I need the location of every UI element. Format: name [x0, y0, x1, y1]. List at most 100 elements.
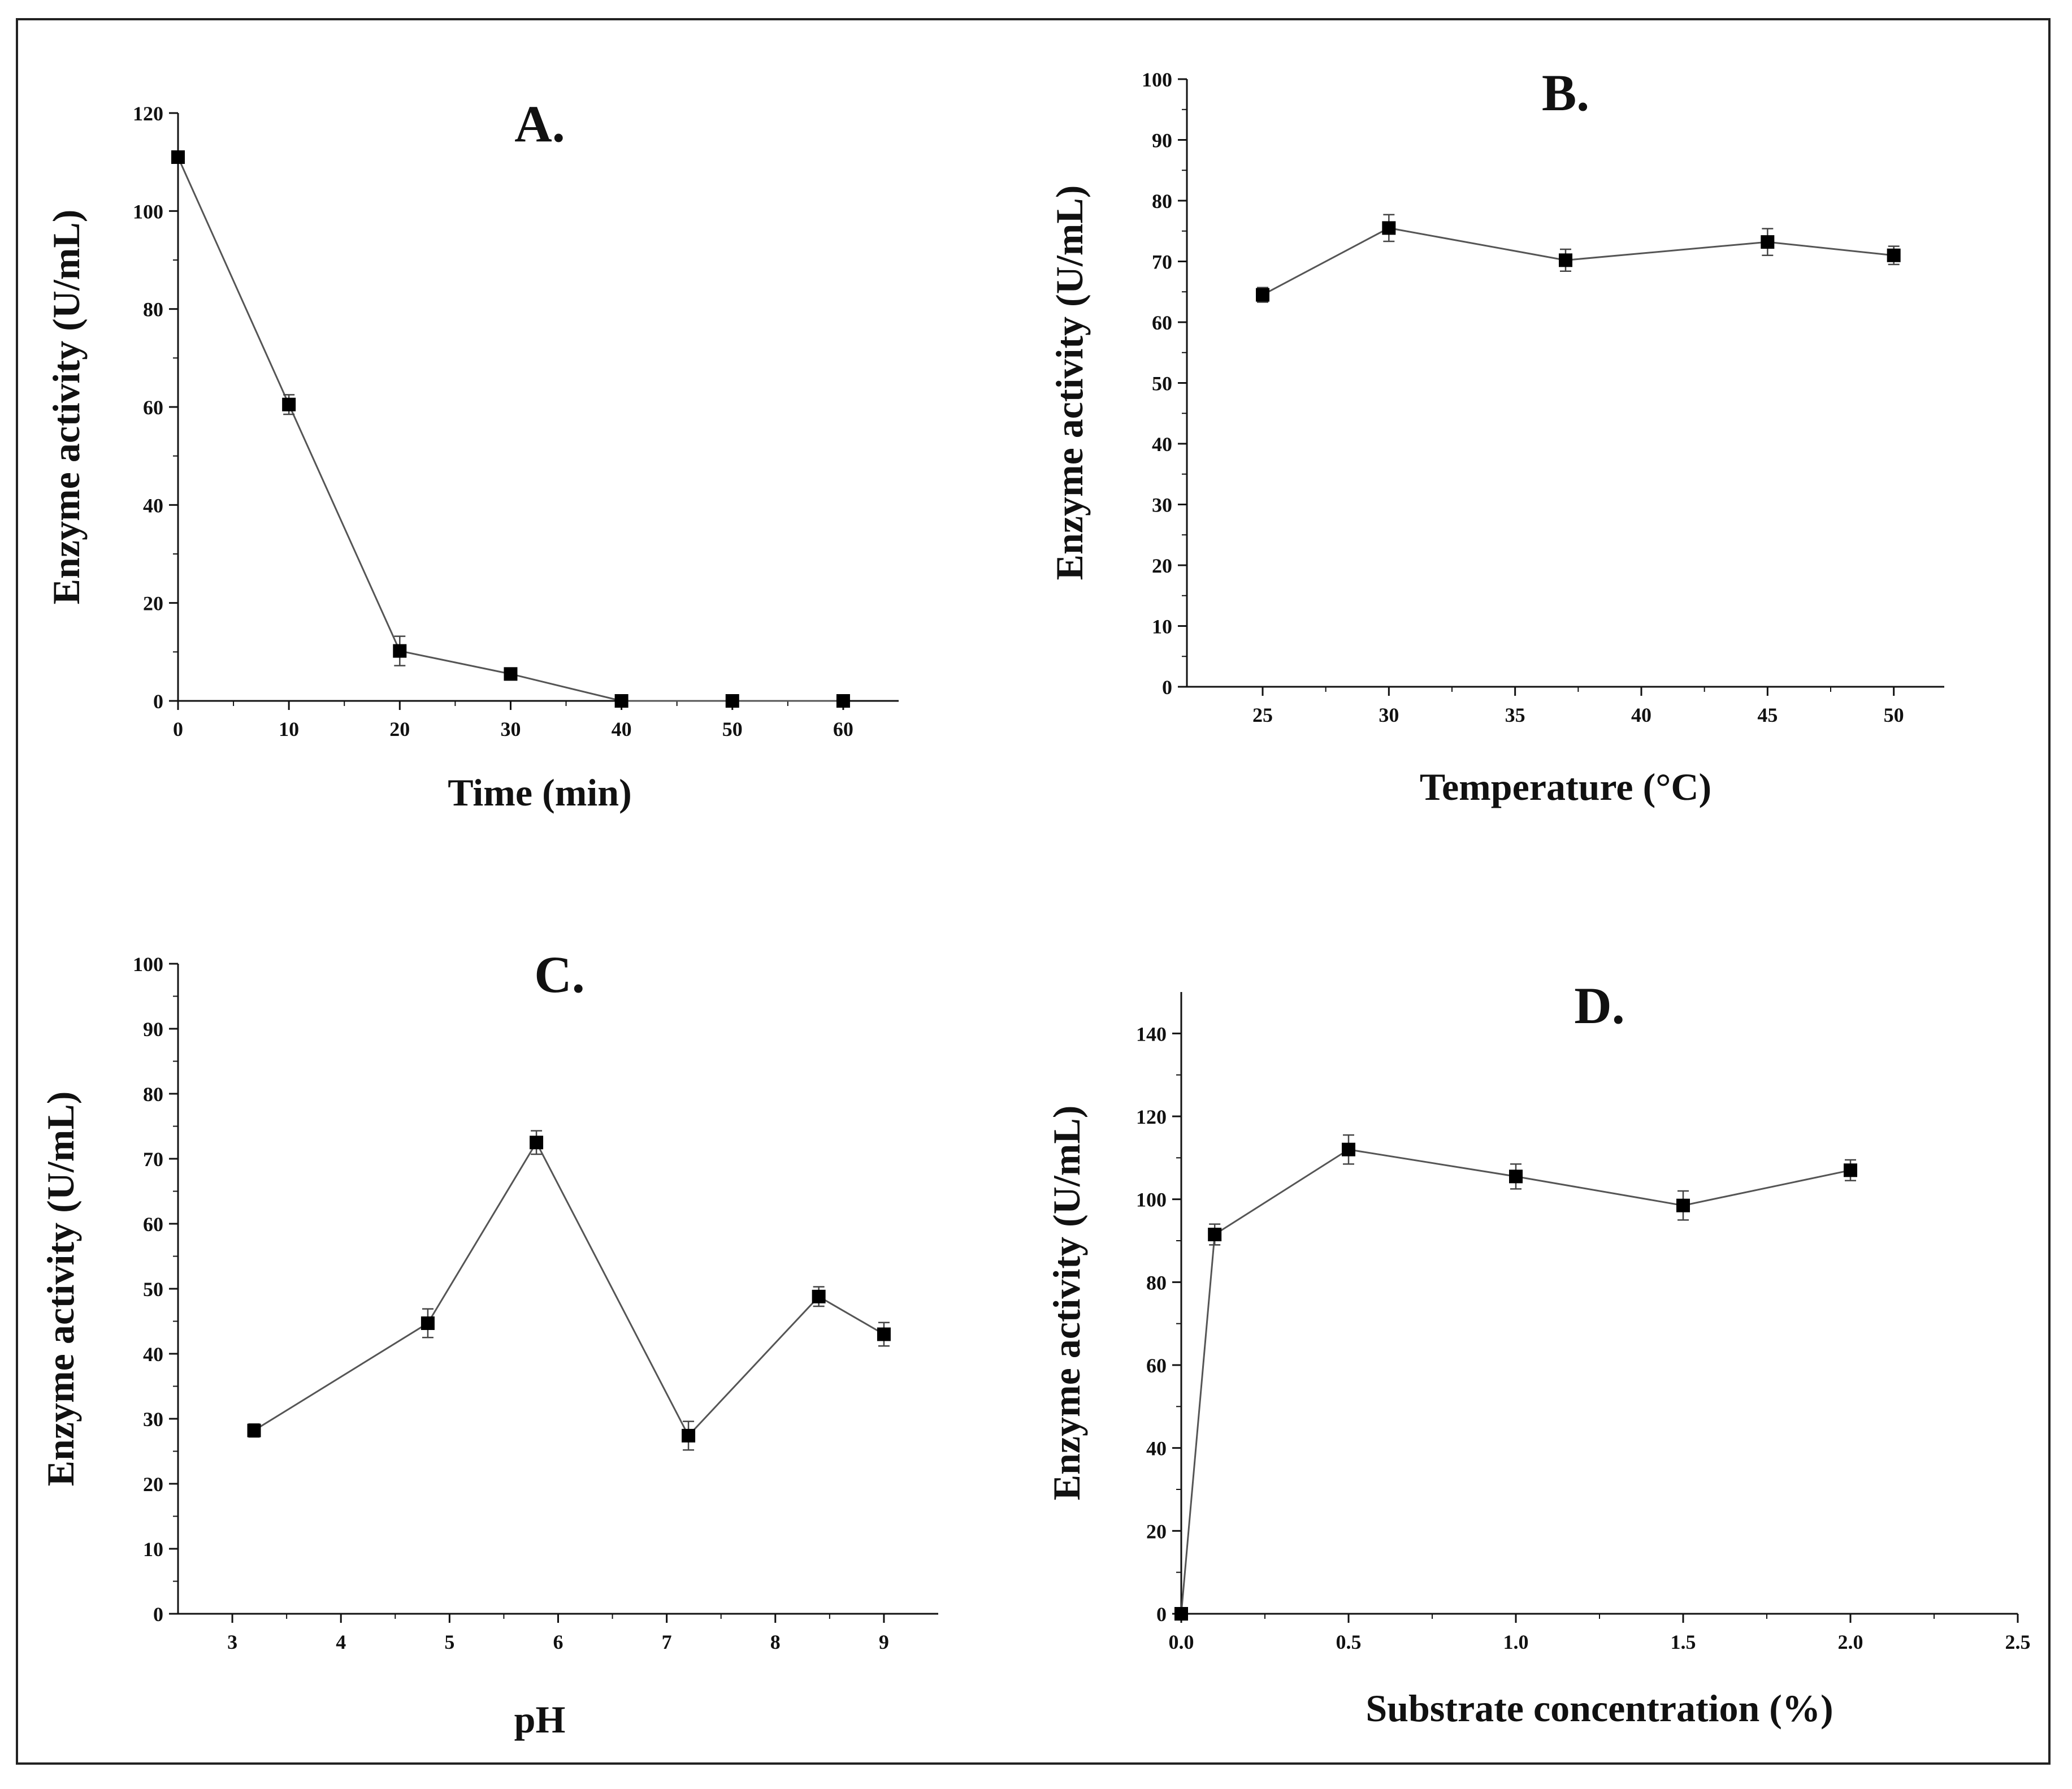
- data-point: [1509, 1169, 1523, 1184]
- y-tick-label: 80: [1146, 1271, 1167, 1294]
- y-tick-label: 0: [1162, 676, 1172, 699]
- x-tick-label: 2.0: [1838, 1631, 1863, 1653]
- x-tick-label: 1.5: [1671, 1631, 1696, 1653]
- y-tick-label: 120: [133, 102, 163, 125]
- data-point: [1382, 221, 1396, 235]
- data-point: [530, 1136, 544, 1150]
- x-tick-label: 40: [1631, 704, 1651, 726]
- x-tick-label: 50: [1884, 704, 1904, 726]
- y-tick-label: 20: [143, 1473, 163, 1496]
- y-axis-title: Enzyme activity (U/mL): [1048, 185, 1091, 581]
- data-point: [1342, 1142, 1355, 1156]
- x-tick-label: 8: [770, 1631, 781, 1653]
- data-point: [1844, 1163, 1857, 1177]
- x-tick-label: 6: [553, 1631, 563, 1653]
- x-tick-label: 45: [1757, 704, 1778, 726]
- y-axis-title: Enzyme activity (U/mL): [1045, 1106, 1088, 1501]
- chart-panel-b: 25 30 35 40 45 50 0 10 20 30 40 50 60 70 80 90 100 B. Temp…: [1048, 64, 1944, 808]
- y-tick-label: 90: [143, 1018, 163, 1041]
- data-point: [725, 694, 739, 708]
- data-point: [171, 150, 185, 164]
- y-tick-label: 80: [143, 298, 163, 321]
- chart-panel-d: 0.0 0.5 1.0 1.5 2.0 2.5 0 20 40 60 80 100 120 140 D. Su…: [1045, 977, 2031, 1730]
- data-point: [1174, 1607, 1188, 1621]
- series-line: [1180, 1149, 1851, 1614]
- x-tick-label: 10: [279, 718, 299, 740]
- x-tick-label: 20: [389, 718, 410, 740]
- x-tick-label: 0.5: [1336, 1631, 1362, 1653]
- y-tick-label: 100: [133, 200, 163, 223]
- x-tick-label: 60: [833, 718, 853, 740]
- x-tick-label: 9: [879, 1631, 889, 1653]
- data-point: [836, 694, 850, 708]
- y-tick-label: 60: [1152, 311, 1172, 334]
- y-tick-label: 100: [133, 953, 163, 976]
- chart-panel-a: 0 10 20 30 40 50 60 0 20 40 60 80 100 120 A. Time (min)…: [45, 95, 899, 814]
- y-tick-label: 140: [1136, 1023, 1167, 1045]
- y-tick-label: 0: [153, 690, 163, 713]
- data-point: [812, 1289, 826, 1303]
- y-tick-label: 40: [1146, 1437, 1167, 1460]
- x-tick-label: 1.0: [1503, 1631, 1529, 1653]
- panel-title: D.: [1574, 977, 1624, 1034]
- y-tick-label: 50: [143, 1278, 163, 1301]
- y-axis-title: Enzyme activity (U/mL): [39, 1091, 82, 1487]
- x-tick-label: 0: [173, 718, 183, 740]
- y-tick-label: 0: [1156, 1603, 1167, 1626]
- x-tick-label: 35: [1505, 704, 1525, 726]
- data-point: [682, 1428, 696, 1443]
- x-axis-title: pH: [514, 1698, 566, 1741]
- panel-title: B.: [1542, 64, 1589, 122]
- y-tick-label: 70: [1152, 251, 1172, 274]
- y-tick-label: 40: [143, 494, 163, 517]
- y-tick-label: 50: [1152, 372, 1172, 395]
- x-tick-label: 7: [662, 1631, 672, 1653]
- x-tick-label: 4: [336, 1631, 346, 1653]
- y-tick-label: 40: [1152, 433, 1172, 456]
- y-tick-label: 60: [143, 1213, 163, 1236]
- data-point: [614, 694, 628, 708]
- figure-frame: [16, 18, 2051, 1765]
- y-tick-label: 60: [1146, 1354, 1167, 1377]
- data-point: [1887, 248, 1901, 262]
- x-tick-label: 25: [1252, 704, 1273, 726]
- y-tick-label: 100: [1142, 68, 1172, 91]
- data-point: [1208, 1228, 1222, 1241]
- data-point: [393, 644, 407, 658]
- y-tick-label: 120: [1136, 1106, 1167, 1128]
- data-point: [247, 1423, 261, 1437]
- y-tick-label: 40: [143, 1343, 163, 1366]
- y-tick-label: 80: [1152, 190, 1172, 213]
- data-point: [1676, 1198, 1690, 1212]
- y-tick-label: 30: [1152, 494, 1172, 517]
- y-tick-label: 100: [1136, 1189, 1167, 1211]
- data-point: [504, 667, 518, 681]
- y-tick-label: 80: [143, 1083, 163, 1106]
- y-tick-label: 20: [143, 592, 163, 615]
- data-point: [1761, 235, 1775, 249]
- data-point: [282, 397, 296, 411]
- y-tick-label: 60: [143, 396, 163, 419]
- panel-title: C.: [534, 946, 584, 1003]
- x-tick-label: 3: [227, 1631, 237, 1653]
- y-tick-label: 10: [143, 1538, 163, 1561]
- y-tick-label: 30: [143, 1408, 163, 1431]
- y-tick-label: 70: [143, 1148, 163, 1171]
- x-axis-title: Time (min): [448, 771, 632, 814]
- panel-title: A.: [514, 95, 565, 153]
- y-tick-label: 20: [1146, 1520, 1167, 1543]
- x-tick-label: 0.0: [1169, 1631, 1194, 1653]
- x-axis-title: Substrate concentration (%): [1366, 1687, 1833, 1730]
- x-axis-title: Temperature (°C): [1420, 765, 1711, 808]
- y-tick-label: 90: [1152, 129, 1172, 152]
- x-tick-label: 5: [444, 1631, 454, 1653]
- y-tick-label: 20: [1152, 555, 1172, 577]
- data-point: [877, 1327, 891, 1341]
- data-point: [421, 1316, 435, 1330]
- y-tick-label: 10: [1152, 616, 1172, 638]
- x-tick-label: 2.5: [2005, 1631, 2031, 1653]
- x-tick-label: 40: [612, 718, 632, 740]
